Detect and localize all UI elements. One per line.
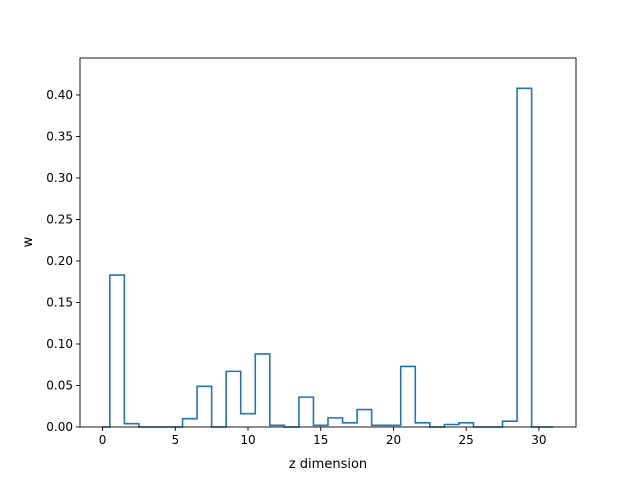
y-tick-label: 0.40	[46, 88, 73, 102]
x-tick-label: 5	[171, 433, 179, 447]
x-tick-label: 15	[313, 433, 328, 447]
x-tick-label: 25	[459, 433, 474, 447]
plot-area	[79, 57, 577, 428]
y-tick-label: 0.05	[46, 378, 73, 392]
y-tick-label: 0.30	[46, 171, 73, 185]
y-axis-ticks: 0.00 0.05 0.10 0.15 0.20 0.25 0.30 0.35 0.40	[46, 88, 80, 434]
y-tick-label: 0.10	[46, 337, 73, 351]
data-series-line	[102, 87, 554, 428]
y-tick-label: 0.00	[46, 420, 73, 434]
x-axis-ticks: 0 5 10 15 20 25 30	[99, 427, 547, 447]
y-tick-label: 0.25	[46, 212, 73, 226]
x-axis-label: z dimension	[289, 457, 367, 472]
x-tick-label: 10	[240, 433, 255, 447]
x-tick-label: 30	[531, 433, 546, 447]
x-tick-label: 0	[99, 433, 107, 447]
y-axis-label: w	[21, 236, 36, 247]
x-tick-label: 20	[386, 433, 401, 447]
plot-frame	[79, 57, 577, 428]
y-tick-label: 0.20	[46, 254, 73, 268]
y-tick-label: 0.15	[46, 295, 73, 309]
y-tick-label: 0.35	[46, 129, 73, 143]
